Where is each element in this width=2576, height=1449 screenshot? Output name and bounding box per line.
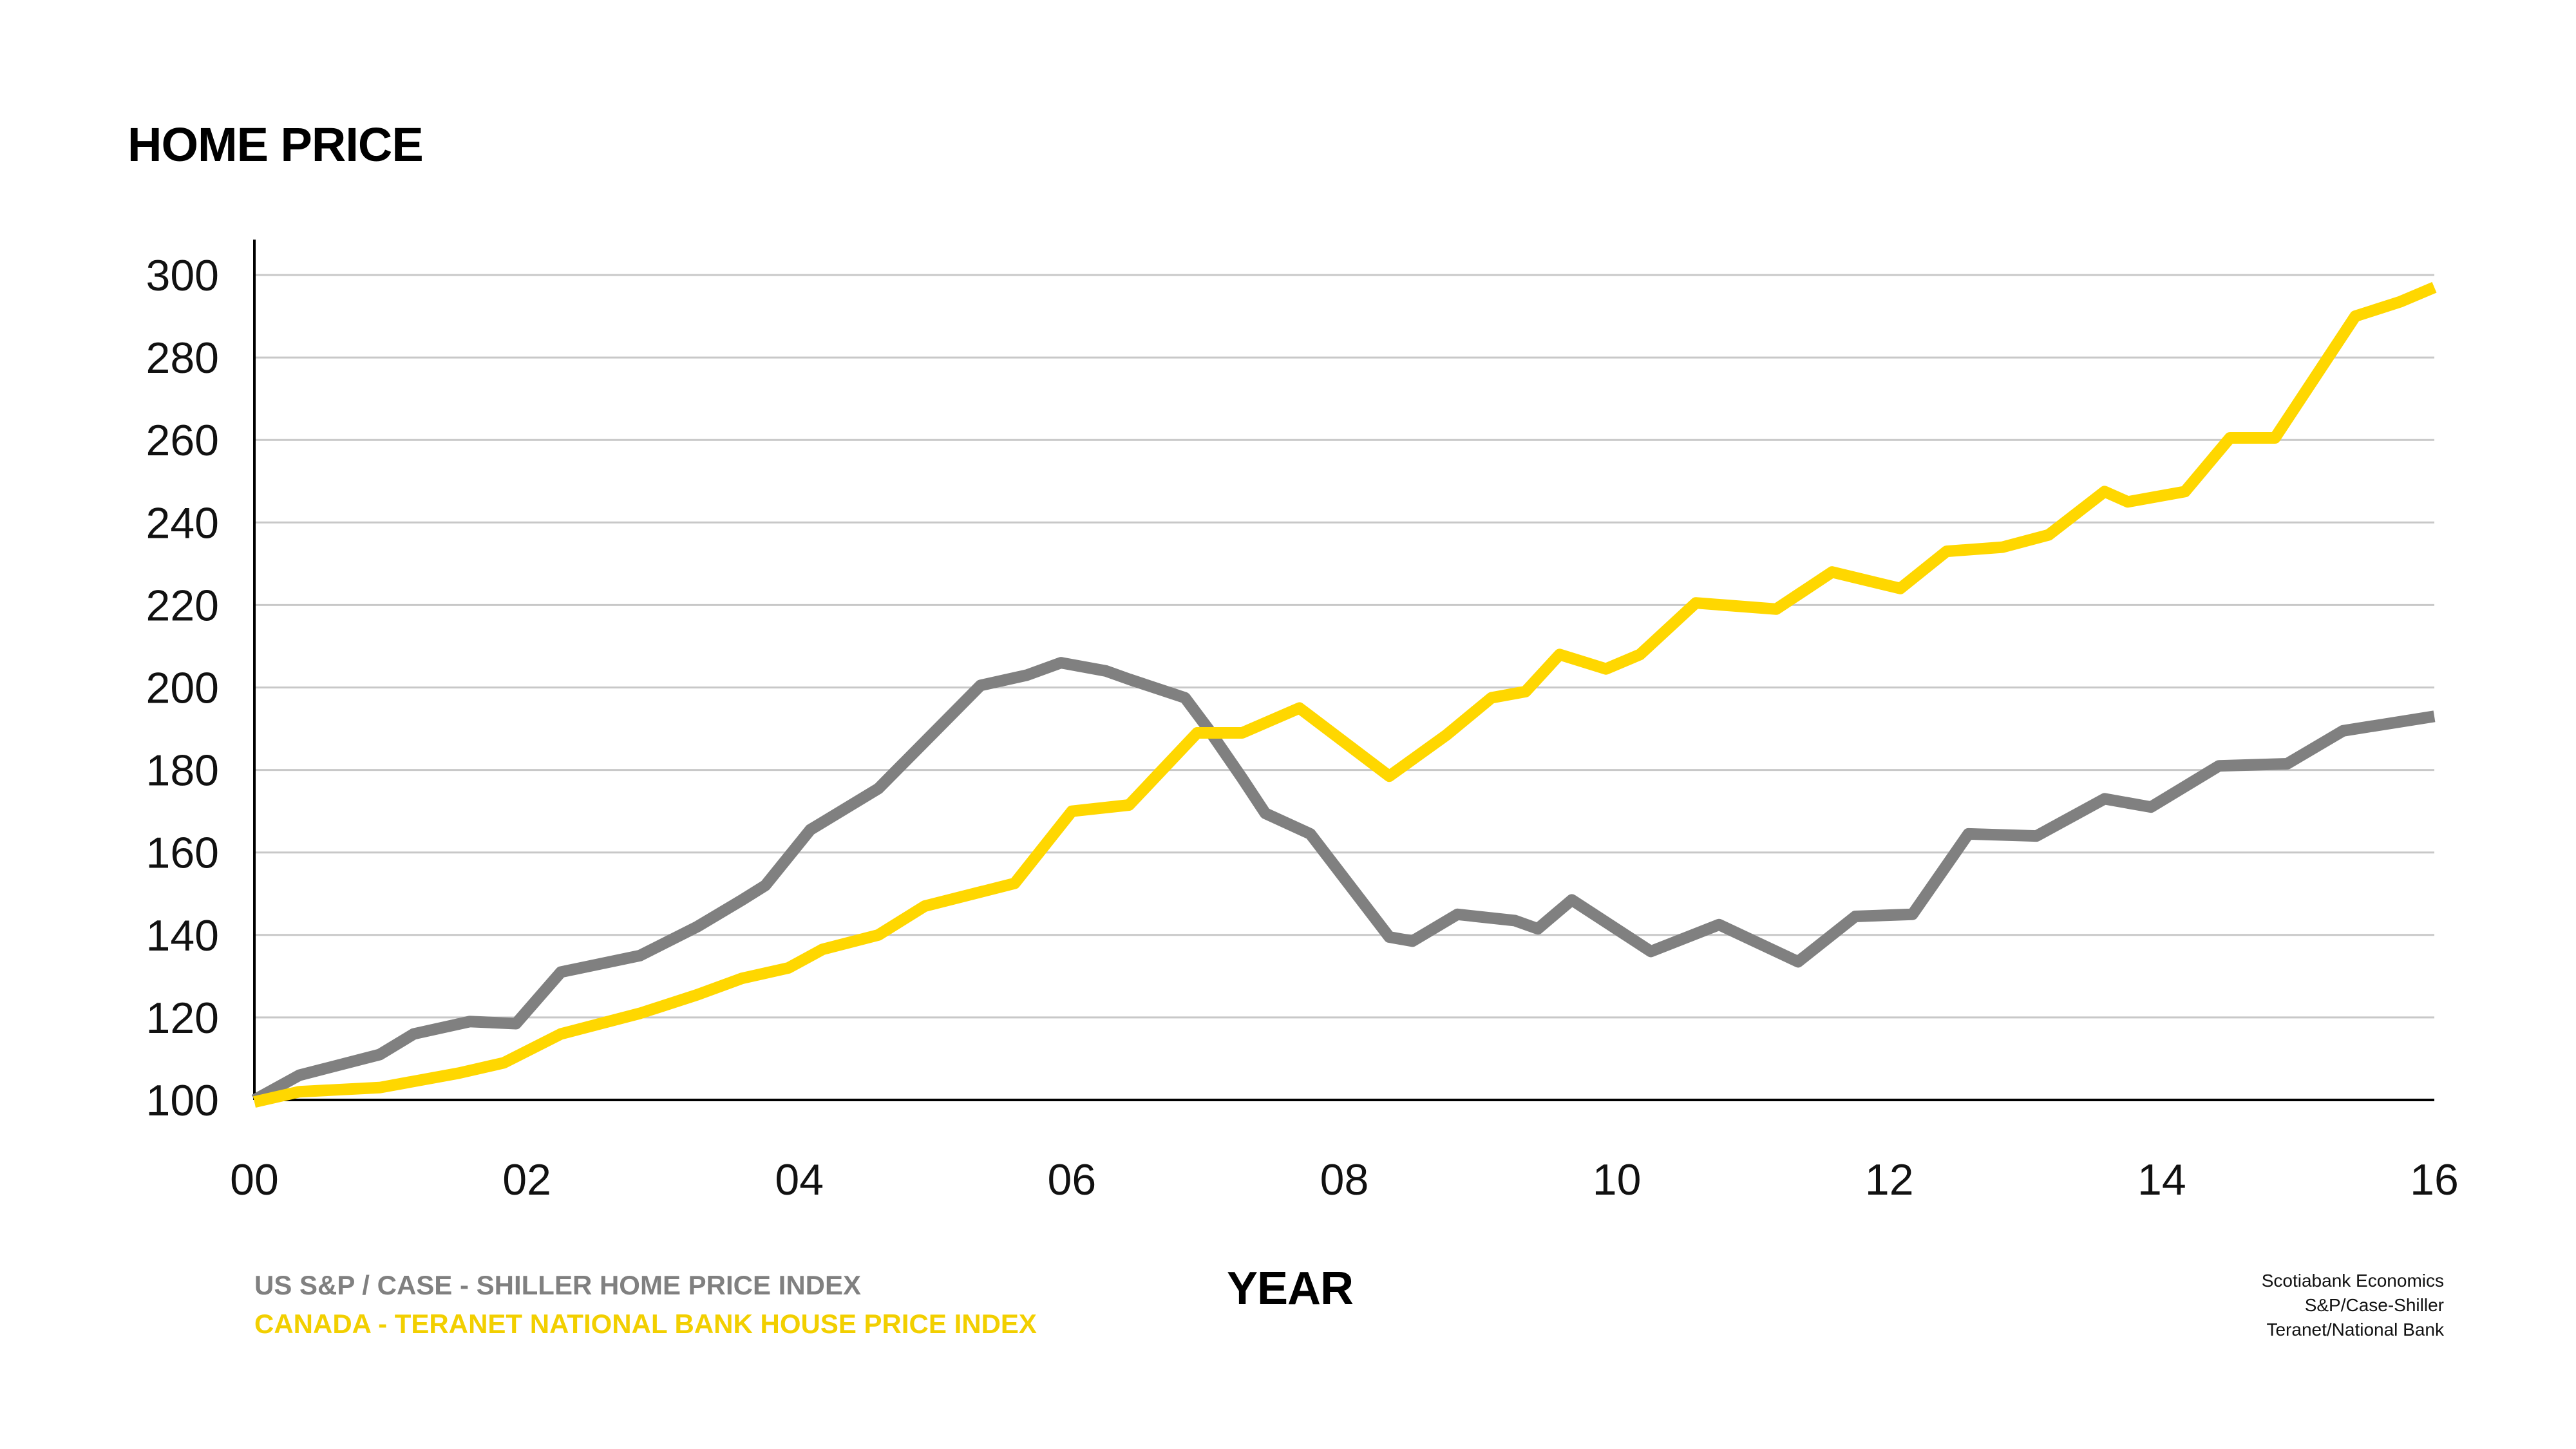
x-tick-label: 04 <box>775 1155 824 1204</box>
y-tick-label: 260 <box>146 416 219 465</box>
y-tick-label: 160 <box>146 829 219 878</box>
x-tick-label: 14 <box>2137 1155 2186 1204</box>
x-tick-label: 08 <box>1320 1155 1369 1204</box>
y-tick-label: 100 <box>146 1076 219 1125</box>
y-tick-label: 280 <box>146 334 219 383</box>
legend-item-canada: CANADA - TERANET NATIONAL BANK HOUSE PRI… <box>254 1309 1037 1339</box>
y-tick-label: 300 <box>146 251 219 300</box>
x-axis-label: YEAR <box>1227 1263 1354 1314</box>
source-line-2: S&P/Case-Shiller <box>2304 1295 2444 1315</box>
x-tick-label: 16 <box>2410 1155 2459 1204</box>
source-line-3: Teranet/National Bank <box>2266 1320 2444 1340</box>
x-tick-label: 02 <box>502 1155 551 1204</box>
x-tick-label: 00 <box>230 1155 279 1204</box>
canada-series-line <box>252 281 2437 1108</box>
chart-title: HOME PRICE <box>128 118 424 171</box>
source-notes: Scotiabank Economics S&P/Case-Shiller Te… <box>2262 1269 2444 1342</box>
x-tick-label: 10 <box>1593 1155 1642 1204</box>
x-tick-labels: 00 02 04 06 08 10 12 14 16 <box>230 1155 2459 1204</box>
legend-item-us: US S&P / CASE - SHILLER HOME PRICE INDEX <box>254 1270 862 1300</box>
source-line-1: Scotiabank Economics <box>2261 1271 2444 1291</box>
x-tick-label: 12 <box>1865 1155 1914 1204</box>
grid-lines <box>254 274 2434 1019</box>
y-tick-label: 220 <box>146 581 219 630</box>
y-tick-label: 240 <box>146 498 219 547</box>
us-series-line <box>251 657 2436 1105</box>
x-tick-label: 06 <box>1048 1155 1097 1204</box>
legend: US S&P / CASE - SHILLER HOME PRICE INDEX… <box>254 1266 1037 1343</box>
axes <box>253 240 2434 1101</box>
y-tick-labels: 100 120 140 160 180 200 220 240 260 280 300 <box>146 251 219 1125</box>
series-lines <box>251 281 2437 1108</box>
y-tick-label: 200 <box>146 664 219 713</box>
y-tick-label: 180 <box>146 746 219 795</box>
y-tick-label: 120 <box>146 994 219 1043</box>
y-tick-label: 140 <box>146 911 219 960</box>
